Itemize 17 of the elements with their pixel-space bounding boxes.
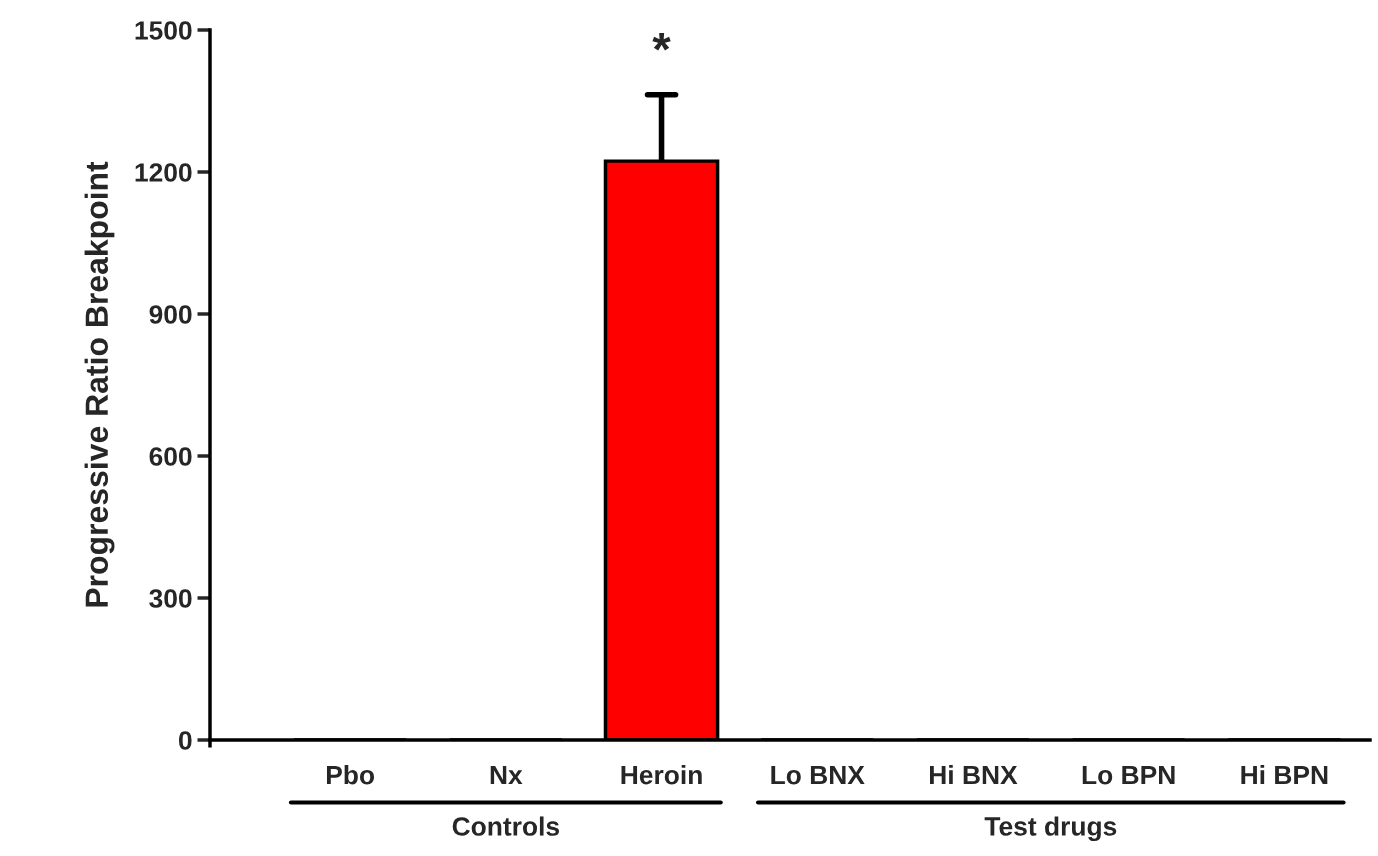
x-tick-label: Pbo — [326, 765, 375, 785]
x-tick-label: Heroin — [621, 765, 702, 785]
y-tick-label: 600 — [149, 447, 192, 466]
y-axis-title: Progressive Ratio Breakpoint — [84, 161, 115, 607]
text: Controls — [452, 816, 559, 836]
y-tick-label: 0 — [179, 731, 192, 750]
x-tick-label: Hi BPN — [1241, 765, 1328, 785]
x-tick-label: Lo BNX — [771, 765, 865, 785]
y-tick-label: 300 — [149, 589, 192, 608]
annotation: * — [652, 32, 671, 51]
x-tick-label: Lo BPN — [1082, 765, 1175, 785]
x-tick-label: Nx — [490, 765, 523, 785]
text: Test drugs — [984, 816, 1117, 842]
y-tick-label: 1200 — [135, 163, 192, 182]
x-tick-label: Hi BNX — [930, 765, 1018, 785]
y-tick-label: 1500 — [135, 21, 192, 40]
y-tick-label: 900 — [149, 305, 192, 324]
